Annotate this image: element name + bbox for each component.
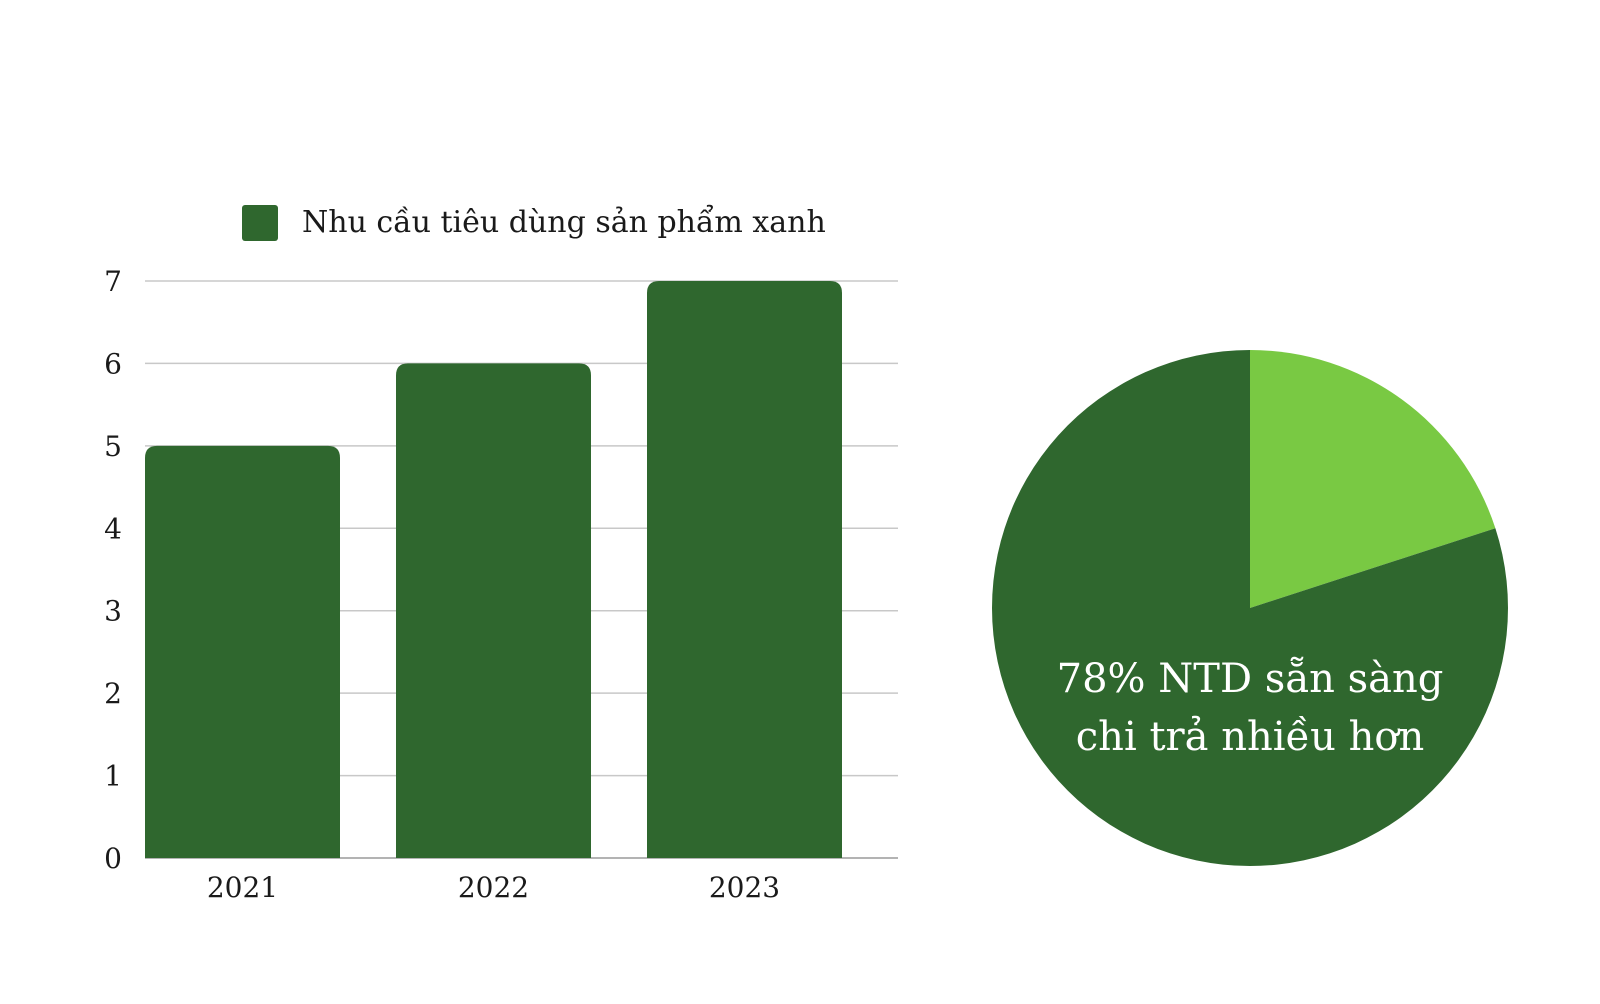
bar-2021 — [145, 445, 340, 858]
pie-slice — [1250, 350, 1496, 608]
y-tick-label: 4 — [104, 512, 122, 545]
bar-2023 — [647, 281, 842, 858]
pie-chart: 78% NTD sẵn sàng chi trả nhiều hơn — [992, 350, 1508, 866]
bar-2022 — [396, 363, 591, 858]
y-tick-label: 3 — [104, 595, 122, 628]
pie-annotation-line-1: 78% NTD sẵn sàng — [1057, 656, 1444, 702]
x-tick-label: 2023 — [709, 871, 780, 904]
bar-chart: 0 1 2 3 4 5 6 7 2021 2022 2023 Nhu cầu tiêu dùng … — [104, 204, 898, 904]
y-tick-label: 5 — [104, 430, 122, 463]
y-tick-label: 7 — [104, 265, 122, 298]
legend-label: Nhu cầu tiêu dùng sản phẩm xanh — [302, 204, 826, 240]
x-tick-label: 2021 — [207, 871, 278, 904]
y-tick-label: 1 — [104, 760, 122, 793]
pie-slices — [992, 350, 1508, 866]
x-tick-label: 2022 — [458, 871, 529, 904]
y-axis-ticks: 0 1 2 3 4 5 6 7 — [104, 265, 122, 875]
y-tick-label: 0 — [104, 842, 122, 875]
pie-annotation-line-2: chi trả nhiều hơn — [1076, 714, 1424, 760]
x-axis-ticks: 2021 2022 2023 — [207, 871, 780, 904]
y-tick-label: 6 — [104, 347, 122, 380]
legend-swatch — [242, 205, 278, 241]
pie-slice — [992, 350, 1508, 866]
bars — [145, 281, 842, 858]
y-tick-label: 2 — [104, 677, 122, 710]
legend: Nhu cầu tiêu dùng sản phẩm xanh — [242, 204, 826, 241]
